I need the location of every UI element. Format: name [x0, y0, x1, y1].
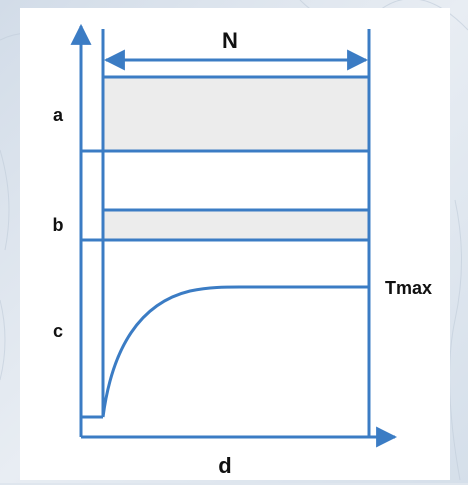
band-b [103, 210, 369, 240]
diagram-card: N a b c d Tmax [20, 8, 450, 480]
saturation-curve [101, 285, 369, 418]
label-b: b [53, 215, 64, 235]
label-n: N [222, 28, 238, 53]
label-d: d [218, 453, 231, 478]
saturation-diagram: N a b c d Tmax [53, 23, 432, 478]
band-a [103, 77, 369, 151]
label-c: c [53, 321, 63, 341]
label-tmax: Tmax [385, 278, 432, 298]
label-a: a [53, 105, 64, 125]
